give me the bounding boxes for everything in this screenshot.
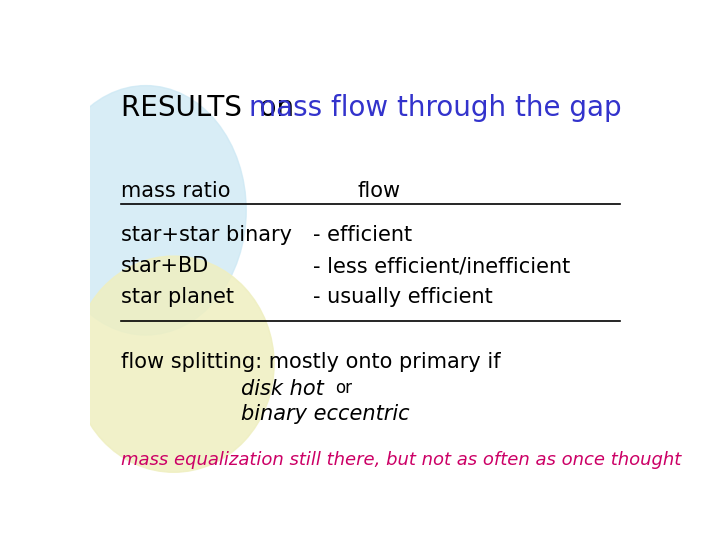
Text: mass flow through the gap: mass flow through the gap	[249, 94, 621, 122]
Text: - less efficient/inefficient: - less efficient/inefficient	[313, 256, 570, 276]
Text: - usually efficient: - usually efficient	[313, 287, 493, 307]
Text: flow: flow	[358, 181, 401, 201]
Text: mass equalization still there, but not as often as once thought: mass equalization still there, but not a…	[121, 451, 681, 469]
Text: flow splitting: mostly onto primary if: flow splitting: mostly onto primary if	[121, 352, 500, 372]
Text: binary eccentric: binary eccentric	[240, 404, 409, 424]
Text: star planet: star planet	[121, 287, 234, 307]
Ellipse shape	[73, 256, 274, 472]
Text: star+BD: star+BD	[121, 256, 209, 276]
Ellipse shape	[45, 85, 246, 335]
Text: star+star binary: star+star binary	[121, 225, 292, 245]
Text: mass ratio: mass ratio	[121, 181, 230, 201]
Text: or: or	[336, 379, 353, 397]
Text: - efficient: - efficient	[313, 225, 413, 245]
Text: disk hot: disk hot	[240, 379, 323, 399]
Text: RESULTS  on: RESULTS on	[121, 94, 302, 122]
